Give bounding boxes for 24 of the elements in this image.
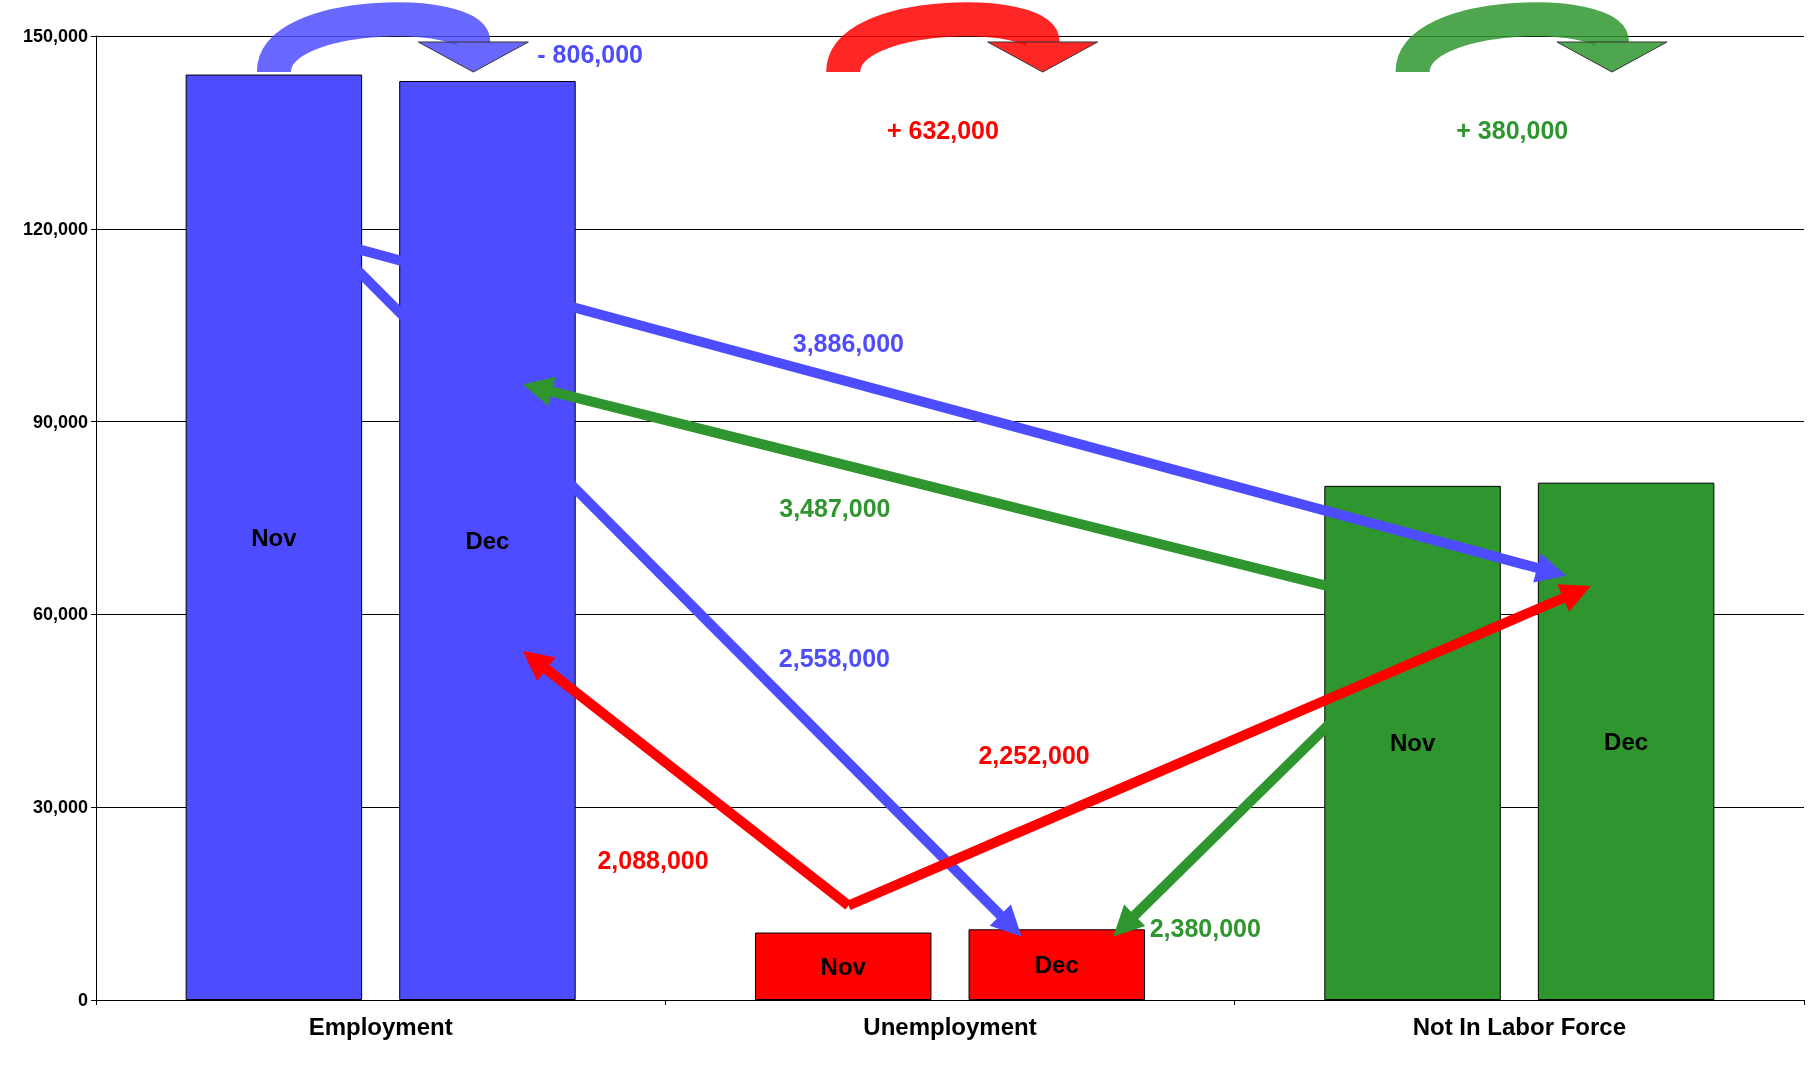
x-tick-label: Not In Labor Force xyxy=(1412,1012,1627,1040)
series-label: Nov xyxy=(820,952,867,980)
y-tick-label: 60,000 xyxy=(32,604,88,625)
series-label: Dec xyxy=(1034,951,1079,979)
text: Dec xyxy=(465,526,510,554)
text: Nov xyxy=(251,523,297,551)
y-tick-label: 90,000 xyxy=(32,411,88,432)
annotation: 2,088,000 xyxy=(597,846,709,875)
annotation: 2,558,000 xyxy=(778,644,891,673)
x-tick-label: Unemployment xyxy=(863,1012,1037,1040)
annotation: 2,380,000 xyxy=(1149,913,1261,942)
y-tick-label: 120,000 xyxy=(22,218,88,239)
x-tick-label: Employment xyxy=(308,1012,453,1040)
text: Nov xyxy=(1389,729,1436,757)
y-tick-label: 150,000 xyxy=(22,26,88,46)
annotation: - 806,000 xyxy=(537,39,643,68)
annotation: 2,252,000 xyxy=(978,741,1090,770)
annotation: 3,886,000 xyxy=(792,329,904,358)
y-tick-label: 0 xyxy=(77,990,88,1010)
annotation: + 632,000 xyxy=(886,115,999,144)
text: Dec xyxy=(1604,727,1649,755)
annotation: 3,487,000 xyxy=(779,494,891,523)
y-tick-label: 30,000 xyxy=(32,797,88,818)
annotation: + 380,000 xyxy=(1456,115,1569,144)
